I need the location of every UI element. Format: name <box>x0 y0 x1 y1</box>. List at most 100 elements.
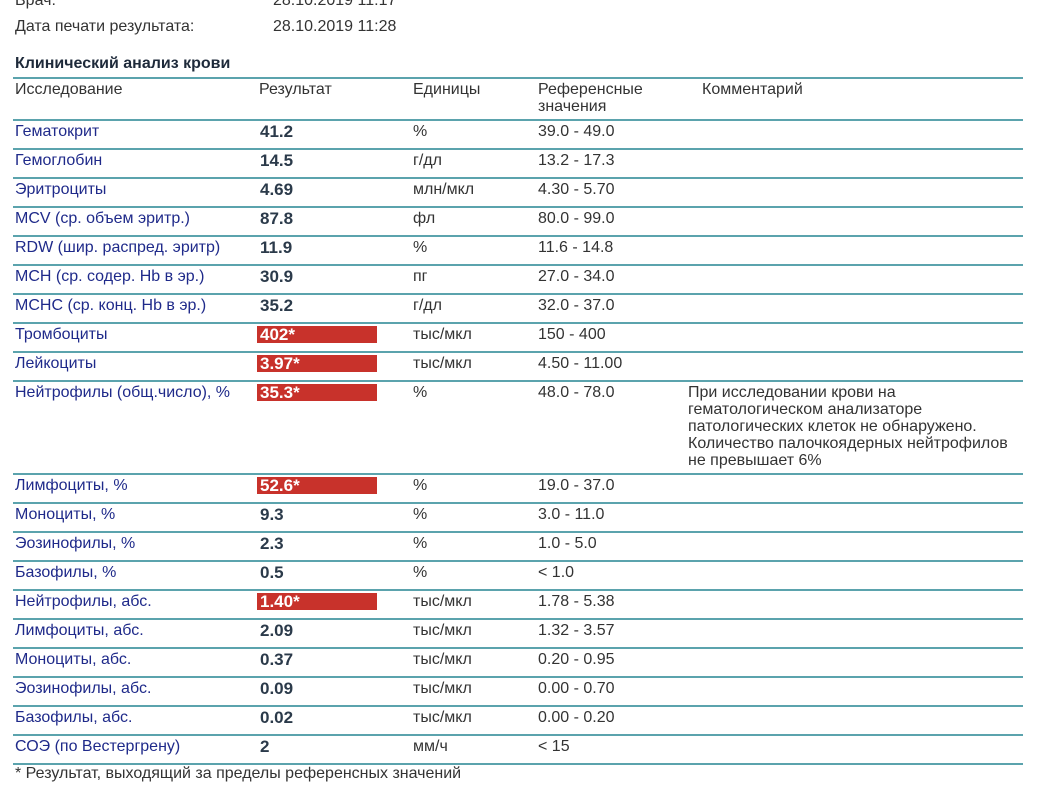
table-row: MCH (ср. содер. Hb в эр.) 30.9 пг 27.0 - 34… <box>13 265 1023 295</box>
comment <box>688 735 1023 765</box>
test-name: RDW (шир. распред. эритр) <box>13 236 257 266</box>
result-cell: 11.9 <box>257 236 411 266</box>
result-cell: 402* <box>257 323 411 353</box>
result-cell: 0.5 <box>257 561 411 591</box>
comment <box>688 149 1023 179</box>
table-row: Лимфоциты, абс. 2.09 тыс/мкл 1.32 - 3.57 <box>13 619 1023 649</box>
result-value: 0.37 <box>260 650 294 669</box>
table-row: Лимфоциты, % 52.6*% 19.0 - 37.0 <box>13 474 1023 504</box>
test-name: Базофилы, % <box>13 561 257 591</box>
reference-range: 80.0 - 99.0 <box>536 207 688 237</box>
result-value: 0.09 <box>260 679 294 698</box>
result-cell: 0.37 <box>257 648 411 678</box>
reference-range: 32.0 - 37.0 <box>536 294 688 324</box>
result-cell: 0.09 <box>257 677 411 707</box>
units: пг <box>411 265 536 295</box>
result-value-flagged: 402* <box>257 326 377 343</box>
reference-range: 0.00 - 0.70 <box>536 677 688 707</box>
table-row: Гемоглобин 14.5 г/дл 13.2 - 17.3 <box>13 149 1023 179</box>
result-value: 2 <box>260 737 270 756</box>
comment <box>688 352 1023 382</box>
comment <box>688 619 1023 649</box>
table-header: Исследование Результат Единицы Референсн… <box>13 77 1023 121</box>
test-name: Тромбоциты <box>13 323 257 353</box>
units: фл <box>411 207 536 237</box>
test-name: MCH (ср. содер. Hb в эр.) <box>13 265 257 295</box>
units: тыс/мкл <box>411 677 536 707</box>
header-reference: Референсные значения <box>536 77 688 121</box>
result-cell: 41.2 <box>257 120 411 150</box>
units: % <box>411 381 536 475</box>
comment <box>688 265 1023 295</box>
test-name: MCV (ср. объем эритр.) <box>13 207 257 237</box>
result-value: 2.09 <box>260 621 294 640</box>
test-name: Нейтрофилы (общ.число), % <box>13 381 257 475</box>
test-name: MCHC (ср. конц. Hb в эр.) <box>13 294 257 324</box>
meta-label: Дата печати результата: <box>15 18 195 35</box>
result-cell: 87.8 <box>257 207 411 237</box>
reference-range: < 15 <box>536 735 688 765</box>
result-value: 2.3 <box>260 534 284 553</box>
result-cell: 2.09 <box>257 619 411 649</box>
test-name: Гематокрит <box>13 120 257 150</box>
result-cell: 35.2 <box>257 294 411 324</box>
reference-range: 0.00 - 0.20 <box>536 706 688 736</box>
result-value: 87.8 <box>260 209 294 228</box>
footnote: * Результат, выходящий за пределы рефере… <box>15 765 462 782</box>
test-name: Лимфоциты, абс. <box>13 619 257 649</box>
comment <box>688 503 1023 533</box>
comment <box>688 706 1023 736</box>
comment <box>688 294 1023 324</box>
reference-range: 19.0 - 37.0 <box>536 474 688 504</box>
result-cell: 2.3 <box>257 532 411 562</box>
table-row: MCHC (ср. конц. Hb в эр.) 35.2 г/дл 32.0 - … <box>13 294 1023 324</box>
result-cell: 3.97* <box>257 352 411 382</box>
table-row: СОЭ (по Вестергрену) 2 мм/ч < 15 <box>13 735 1023 765</box>
test-name: Лимфоциты, % <box>13 474 257 504</box>
result-value-flagged: 1.40* <box>257 593 377 610</box>
units: тыс/мкл <box>411 352 536 382</box>
test-name: Моноциты, % <box>13 503 257 533</box>
reference-range: 13.2 - 17.3 <box>536 149 688 179</box>
result-value: 35.2 <box>260 296 294 315</box>
test-name: Моноциты, абс. <box>13 648 257 678</box>
test-name: Лейкоциты <box>13 352 257 382</box>
header-result: Результат <box>257 77 411 121</box>
comment <box>688 236 1023 266</box>
test-name: Нейтрофилы, абс. <box>13 590 257 620</box>
units: мм/ч <box>411 735 536 765</box>
reference-range: 27.0 - 34.0 <box>536 265 688 295</box>
reference-range: < 1.0 <box>536 561 688 591</box>
table-row: Моноциты, абс. 0.37 тыс/мкл 0.20 - 0.95 <box>13 648 1023 678</box>
reference-range: 4.30 - 5.70 <box>536 178 688 208</box>
result-value-flagged: 35.3* <box>257 384 377 401</box>
reference-range: 1.32 - 3.57 <box>536 619 688 649</box>
test-name: Эозинофилы, % <box>13 532 257 562</box>
table-row: Базофилы, абс. 0.02 тыс/мкл 0.00 - 0.20 <box>13 706 1023 736</box>
result-value: 11.9 <box>260 238 293 257</box>
reference-range: 1.0 - 5.0 <box>536 532 688 562</box>
result-cell: 0.02 <box>257 706 411 736</box>
result-cell: 52.6* <box>257 474 411 504</box>
reference-range: 1.78 - 5.38 <box>536 590 688 620</box>
table-row: Эозинофилы, абс. 0.09 тыс/мкл 0.00 - 0.70 <box>13 677 1023 707</box>
result-cell: 2 <box>257 735 411 765</box>
table-row: Моноциты, % 9.3% 3.0 - 11.0 <box>13 503 1023 533</box>
comment <box>688 590 1023 620</box>
units: тыс/мкл <box>411 706 536 736</box>
result-value: 41.2 <box>260 122 294 141</box>
units: тыс/мкл <box>411 323 536 353</box>
result-value: 14.5 <box>260 151 294 170</box>
units: % <box>411 532 536 562</box>
meta-value: 28.10.2019 11:28 <box>273 18 397 35</box>
result-cell: 14.5 <box>257 149 411 179</box>
result-cell: 30.9 <box>257 265 411 295</box>
result-cell: 1.40* <box>257 590 411 620</box>
section-title: Клинический анализ крови <box>15 55 231 72</box>
result-value: 30.9 <box>260 267 294 286</box>
reference-range: 150 - 400 <box>536 323 688 353</box>
units: тыс/мкл <box>411 648 536 678</box>
meta-label: Врач: <box>15 0 56 9</box>
units: тыс/мкл <box>411 619 536 649</box>
table-row: Гематокрит 41.2% 39.0 - 49.0 <box>13 120 1023 150</box>
